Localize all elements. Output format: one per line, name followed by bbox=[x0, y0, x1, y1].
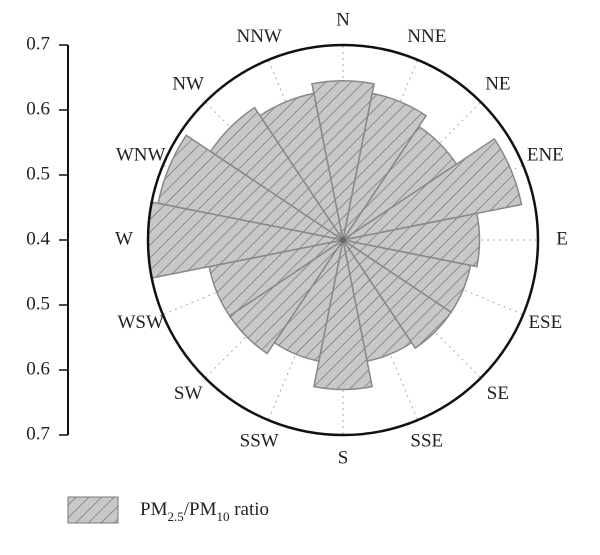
bar bbox=[312, 239, 374, 391]
direction-label: W bbox=[115, 228, 133, 249]
direction-label: NW bbox=[172, 74, 204, 95]
direction-label: S bbox=[338, 447, 349, 468]
y-tick-label: 0.5 bbox=[26, 293, 50, 314]
y-tick-label: 0.4 bbox=[26, 228, 50, 249]
y-tick-label: 0.7 bbox=[26, 33, 50, 54]
legend-label: PM2.5/PM10 ratio bbox=[140, 499, 269, 524]
y-tick-label: 0.6 bbox=[26, 358, 50, 379]
direction-label: WNW bbox=[116, 145, 166, 166]
direction-label: NNE bbox=[407, 26, 446, 47]
bar bbox=[258, 92, 344, 241]
y-tick-label: 0.6 bbox=[26, 98, 50, 119]
direction-label: NNW bbox=[236, 26, 281, 47]
legend-swatch bbox=[67, 496, 119, 524]
bar bbox=[342, 92, 428, 241]
bar bbox=[209, 106, 344, 241]
center bbox=[340, 237, 346, 243]
direction-label: SSW bbox=[240, 431, 279, 452]
bar bbox=[342, 137, 523, 241]
bar bbox=[157, 134, 344, 241]
outer-ring bbox=[146, 43, 540, 437]
direction-label: SSE bbox=[410, 431, 443, 452]
direction-label: E bbox=[556, 228, 568, 249]
direction-label: N bbox=[336, 9, 350, 30]
bar bbox=[342, 239, 453, 350]
y-tick-label: 0.7 bbox=[26, 423, 50, 444]
direction-label: WSW bbox=[117, 312, 164, 333]
bar bbox=[342, 212, 481, 268]
bar bbox=[311, 80, 375, 241]
direction-label: SW bbox=[174, 383, 203, 404]
y-tick-label: 0.5 bbox=[26, 163, 50, 184]
direction-label: SE bbox=[487, 383, 509, 404]
direction-label: ENE bbox=[527, 145, 564, 166]
legend: PM2.5/PM10 ratio bbox=[67, 496, 269, 524]
direction-label: NE bbox=[485, 74, 510, 95]
direction-label: ESE bbox=[528, 312, 562, 333]
